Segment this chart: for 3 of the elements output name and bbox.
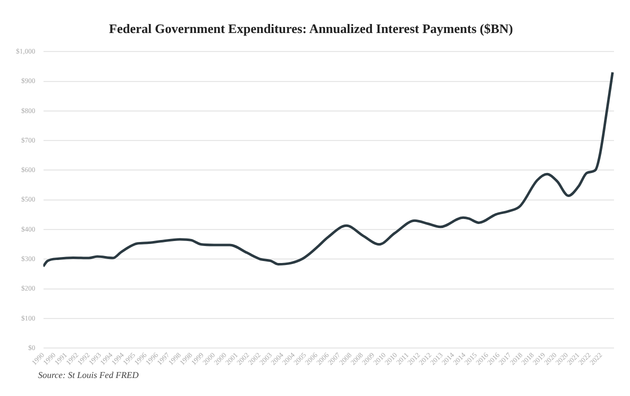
chart-title: Federal Government Expenditures: Annualized Interest Payments ($BN) [109,21,513,36]
line-series [43,71,614,268]
source-note: Source: St Louis Fed FRED [38,370,140,380]
